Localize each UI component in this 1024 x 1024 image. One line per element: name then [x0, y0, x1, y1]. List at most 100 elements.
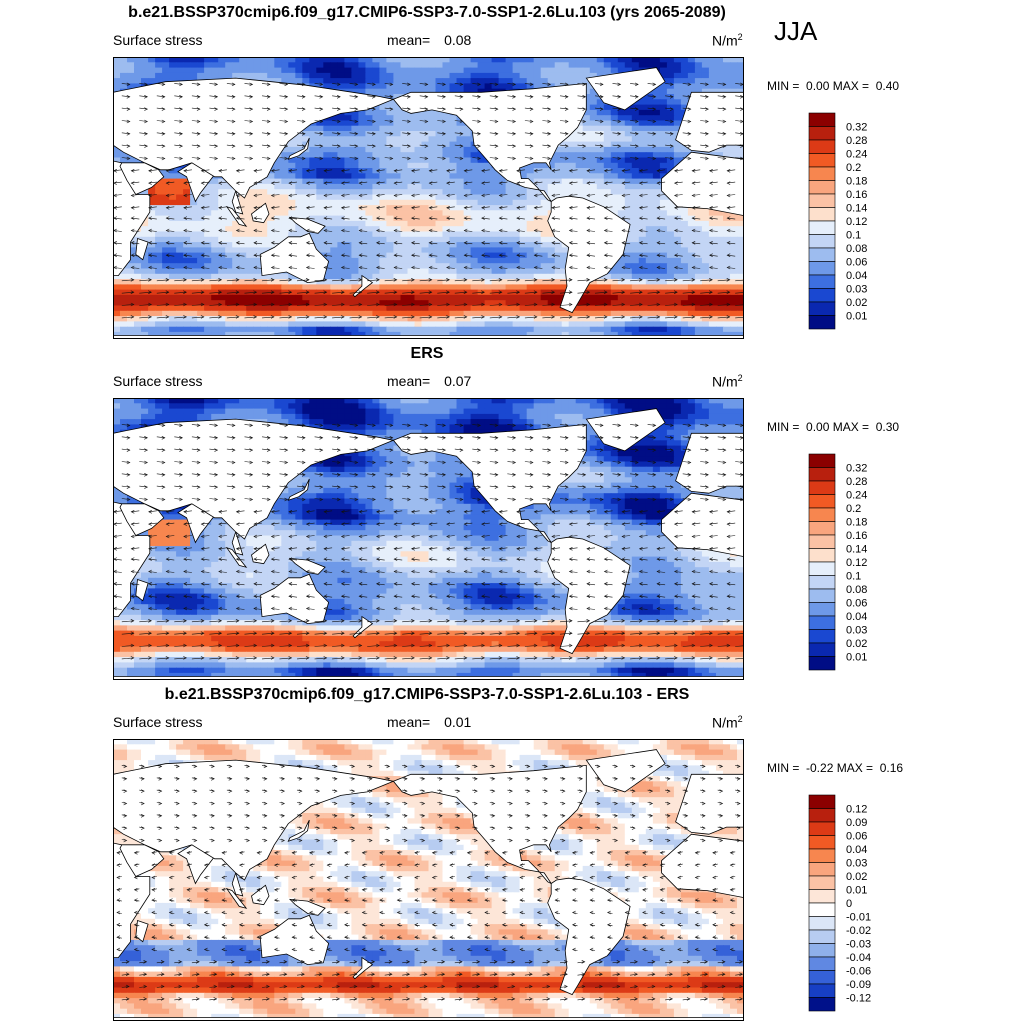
panel-3-minmax: MIN = -0.22 MAX = 0.16: [767, 761, 904, 775]
map-frame: [113, 739, 744, 1021]
colorbar-tick-label: -0.04: [846, 952, 871, 964]
colorbar-tick-label: 0.01: [846, 652, 867, 664]
colorbar-box: [808, 983, 836, 998]
colorbar-box: [808, 575, 836, 590]
colorbar-tick-label: -0.03: [846, 939, 871, 951]
colorbar-tick-label: -0.06: [846, 966, 871, 978]
landmass-australia: [259, 573, 330, 625]
panel-1-title: b.e21.BSSP370cmip6.f09_g17.CMIP6-SSP3-7.…: [128, 4, 726, 21]
colorbar-box: [808, 808, 836, 823]
colorbar-tick-label: 0.04: [846, 844, 867, 856]
colorbar-box: [808, 548, 836, 563]
panel-1-units: N/m2: [712, 32, 743, 49]
colorbar-box: [808, 889, 836, 904]
colorbar-box: [808, 916, 836, 931]
colorbar-box: [808, 642, 836, 657]
landmass-japan: [287, 819, 310, 842]
colorbar-tick-label: 0.12: [846, 557, 867, 569]
colorbar-tick-label: 0.32: [846, 122, 867, 134]
colorbar-tick-label: 0.04: [846, 611, 867, 623]
colorbar-box: [808, 180, 836, 195]
colorbar-box: [808, 494, 836, 509]
colorbar-box: [808, 112, 836, 127]
colorbar-tick-label: -0.12: [846, 993, 871, 1005]
landmass-borneo: [251, 202, 270, 224]
colorbar-box: [808, 602, 836, 617]
colorbar-tick-label: 0.04: [846, 270, 867, 282]
panel-2-left-label: Surface stress: [113, 373, 203, 389]
colorbar-tick-label: 0.1: [846, 571, 861, 583]
colorbar-box: [808, 848, 836, 863]
colorbar-box: [808, 588, 836, 603]
colorbar-box: [808, 247, 836, 262]
colorbar-tick-label: 0.28: [846, 135, 867, 147]
colorbar-box: [808, 970, 836, 985]
panel-3-map: [113, 739, 744, 1021]
colorbar-tick-label: 0.24: [846, 149, 867, 161]
colorbar-box: [808, 656, 836, 671]
landmass-sumatra: [225, 888, 248, 909]
colorbar-box: [808, 862, 836, 877]
colorbar-box: [808, 507, 836, 522]
landmass-japan: [287, 137, 310, 160]
colorbar-tick-label: 0.18: [846, 176, 867, 188]
panel-2-map: [113, 398, 744, 680]
map-frame: [113, 398, 744, 680]
panel-1-left-label: Surface stress: [113, 32, 203, 48]
colorbar-box: [808, 126, 836, 141]
landmass-sumatra: [225, 206, 248, 227]
colorbar-tick-label: 0.24: [846, 490, 867, 502]
colorbar-tick-label: 0.06: [846, 257, 867, 269]
colorbar-box: [808, 956, 836, 971]
landmass-eurasia: [113, 418, 395, 556]
colorbar-box: [808, 929, 836, 944]
landmass-png: [288, 898, 326, 916]
colorbar-box: [808, 274, 836, 289]
landmass-namerica: [392, 764, 587, 885]
colorbar-box: [808, 315, 836, 330]
colorbar-box: [808, 301, 836, 316]
panel-3-title: b.e21.BSSP370cmip6.f09_g17.CMIP6-SSP3-7.…: [164, 686, 690, 703]
colorbar-tick-label: 0.08: [846, 584, 867, 596]
colorbar-box: [808, 453, 836, 468]
colorbar-box: [808, 207, 836, 222]
panel-3-left-label: Surface stress: [113, 714, 203, 730]
colorbar-tick-label: 0.14: [846, 544, 867, 556]
map-frame: [113, 57, 744, 339]
colorbar-box: [808, 480, 836, 495]
colorbar-tick-label: 0.2: [846, 162, 861, 174]
landmass-europe: [675, 773, 744, 835]
colorbar-tick-label: -0.02: [846, 925, 871, 937]
colorbar-tick-label: 0.28: [846, 476, 867, 488]
panel-1-mean: mean= 0.08: [387, 32, 472, 48]
colorbar-tick-label: 0.12: [846, 216, 867, 228]
colorbar-tick-label: 0.02: [846, 297, 867, 309]
landmass-eurasia: [113, 759, 395, 897]
colorbar-tick-label: 0.16: [846, 530, 867, 542]
colorbar-box: [808, 821, 836, 836]
panel-1-map: [113, 57, 744, 339]
colorbar-tick-label: 0.1: [846, 230, 861, 242]
colorbar-tick-label: -0.09: [846, 979, 871, 991]
colorbar-box: [808, 234, 836, 249]
colorbar-box: [808, 534, 836, 549]
colorbar-tick-label: 0.32: [846, 463, 867, 475]
landmass-borneo: [251, 543, 270, 565]
landmass-japan: [287, 478, 310, 501]
colorbar-tick-label: 0.09: [846, 817, 867, 829]
panel-2-units: N/m2: [712, 373, 743, 390]
colorbar-box: [808, 902, 836, 917]
landmass-afw: [661, 492, 744, 558]
panel-2-colorbar: 0.320.28 0.240.2 0.180.16 0.140.12 0.10.08 0.…: [808, 453, 867, 671]
colorbar-tick-label: 0: [846, 898, 852, 910]
colorbar-box: [808, 193, 836, 208]
landmass-australia: [259, 914, 330, 966]
colorbar-box: [808, 561, 836, 576]
colorbar-box: [808, 288, 836, 303]
panel-3-units: N/m2: [712, 714, 743, 731]
colorbar-box: [808, 629, 836, 644]
colorbar-box: [808, 153, 836, 168]
colorbar-box: [808, 521, 836, 536]
colorbar-tick-label: 0.03: [846, 858, 867, 870]
colorbar-box: [808, 220, 836, 235]
